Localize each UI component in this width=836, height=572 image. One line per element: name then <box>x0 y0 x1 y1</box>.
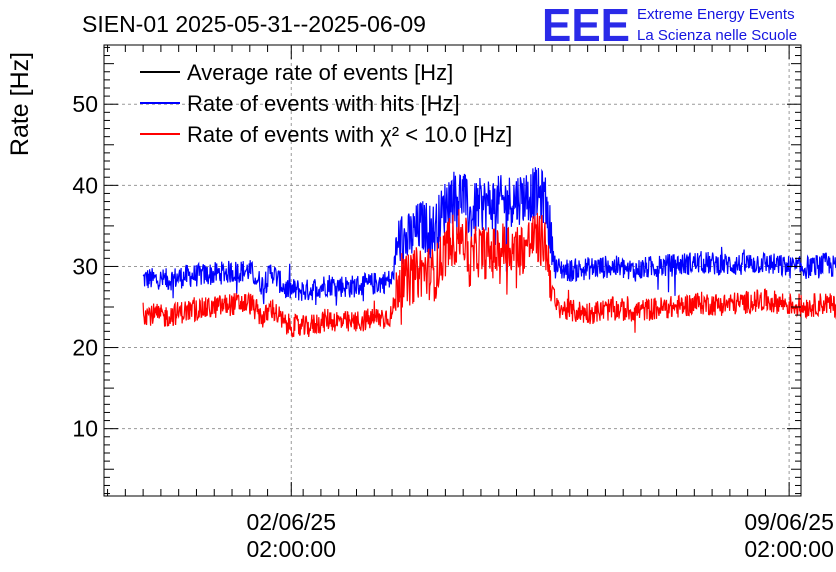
x-tick-label-date: 09/06/25 <box>744 509 834 535</box>
y-tick-label: 30 <box>72 253 98 279</box>
eee-logo: EEE Extreme Energy Events La Scienza nel… <box>542 0 797 51</box>
eee-logo-line2: La Scienza nelle Scuole <box>637 27 797 44</box>
y-tick-labels: 10 20 30 40 50 <box>72 91 98 441</box>
y-axis-label: Rate [Hz] <box>6 52 34 156</box>
x-tick-label-time: 02:00:00 <box>744 536 834 562</box>
y-tick-label: 50 <box>72 91 98 117</box>
chart-title: SIEN-01 2025-05-31--2025-06-09 <box>82 11 426 37</box>
legend-label-chi2: Rate of events with χ² < 10.0 [Hz] <box>187 122 512 147</box>
series-line-hits <box>142 167 836 306</box>
x-tick-label-time: 02:00:00 <box>246 536 336 562</box>
y-tick-label: 40 <box>72 172 98 198</box>
y-tick-label: 10 <box>72 416 98 442</box>
x-tick-label-date: 02/06/25 <box>246 509 336 535</box>
legend-label-average: Average rate of events [Hz] <box>187 60 453 85</box>
eee-logo-letters: EEE <box>542 0 630 51</box>
legend-label-hits: Rate of events with hits [Hz] <box>187 91 460 116</box>
series-line-chi2 <box>142 209 836 338</box>
legend: Average rate of events [Hz] Rate of even… <box>140 60 512 147</box>
axis-ticks <box>104 45 802 496</box>
series-lines <box>142 167 836 338</box>
eee-logo-line1: Extreme Energy Events <box>637 6 795 23</box>
y-tick-label: 20 <box>72 335 98 361</box>
